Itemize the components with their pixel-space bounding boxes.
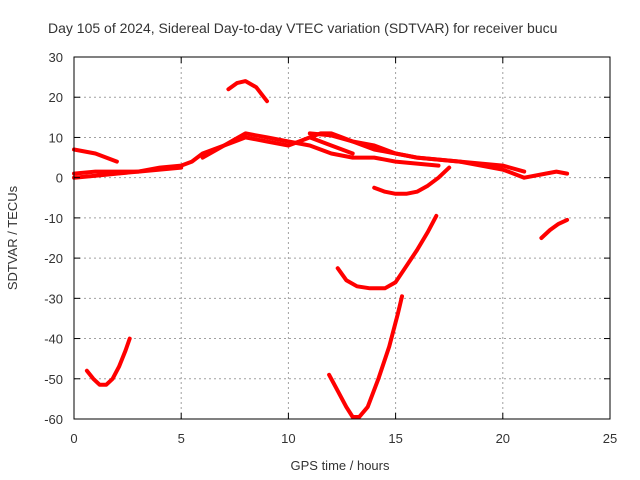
x-tick-label: 15: [388, 431, 402, 446]
y-tick-label: -50: [44, 372, 63, 387]
series-arc-11: [84, 336, 132, 387]
x-tick-label: 10: [281, 431, 295, 446]
y-tick-label: -10: [44, 211, 63, 226]
y-tick-label: -20: [44, 251, 63, 266]
plot-frame: [73, 56, 611, 420]
x-axis-label: GPS time / hours: [291, 458, 390, 473]
y-tick-label: 0: [56, 171, 63, 186]
series-arc-9: [335, 213, 439, 291]
y-tick-label: -40: [44, 332, 63, 347]
y-tick-label: -60: [44, 412, 63, 427]
y-tick-label: 30: [49, 50, 63, 65]
data-series: [72, 79, 570, 419]
series-arc-5: [307, 131, 527, 174]
series-arc-7: [226, 79, 269, 104]
x-tick-label: 0: [70, 431, 77, 446]
y-axis-label: SDTVAR / TECUs: [5, 185, 20, 290]
series-arc-4: [200, 131, 441, 168]
series-arc-10: [327, 294, 404, 419]
x-tick-label: 25: [603, 431, 617, 446]
y-tick-label: -30: [44, 291, 63, 306]
series-arc-12: [539, 217, 570, 240]
axis-ticks: 0 5 10 15 20 25 30 20 10 0 -10 -20 -30 -40 -50 -60: [44, 50, 617, 446]
series-arc-2: [72, 165, 184, 180]
series-arc-3: [72, 147, 119, 164]
x-tick-label: 5: [178, 431, 185, 446]
series-arc-6: [307, 135, 355, 156]
grid-lines: [74, 57, 610, 419]
chart-title: Day 105 of 2024, Sidereal Day-to-day VTE…: [48, 20, 557, 36]
series-arc-8: [372, 165, 452, 196]
y-tick-label: 20: [49, 90, 63, 105]
y-tick-label: 10: [49, 130, 63, 145]
x-tick-label: 20: [496, 431, 510, 446]
